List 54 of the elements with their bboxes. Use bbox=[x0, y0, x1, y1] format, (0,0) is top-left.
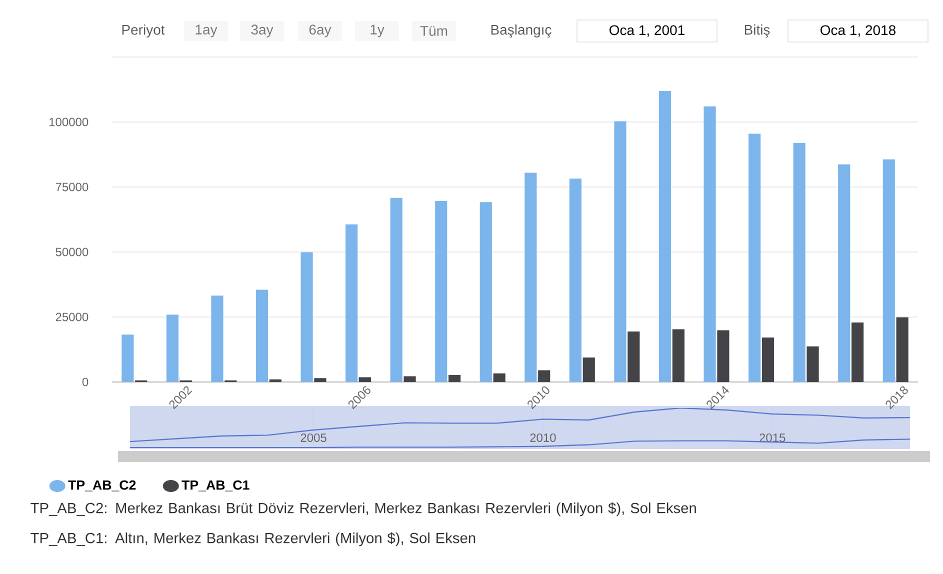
bar bbox=[614, 121, 626, 382]
bar bbox=[211, 296, 224, 382]
bar bbox=[658, 91, 672, 382]
y-tick-label: 50000 bbox=[56, 248, 88, 256]
bar bbox=[493, 373, 506, 382]
legend-label: TP_AB_C1 bbox=[182, 480, 250, 492]
bar bbox=[704, 106, 716, 382]
text: Tüm bbox=[420, 26, 448, 36]
bar bbox=[748, 134, 761, 382]
text: 6ay bbox=[309, 24, 332, 38]
text: Oca 1, 2018 bbox=[820, 25, 896, 37]
x-tick-label: 2005 bbox=[300, 433, 326, 442]
bar bbox=[448, 374, 461, 382]
text: TP_AB_C2: Merkez Bankası Brüt Döviz Rezervleri, Merkez Bankası Rezervleri (Milyon $), Sol Eksen bbox=[30, 502, 696, 516]
bar bbox=[852, 322, 864, 382]
text: Oca 1, 2001 bbox=[610, 25, 684, 37]
bar bbox=[122, 334, 134, 382]
bar bbox=[314, 378, 326, 382]
bar bbox=[896, 317, 908, 382]
y-tick-label: 75000 bbox=[56, 182, 88, 192]
y-tick-label: 100000 bbox=[50, 118, 88, 126]
bar bbox=[404, 376, 416, 382]
bar bbox=[806, 346, 819, 382]
bar bbox=[762, 338, 774, 382]
legend-label: TP_AB_C2 bbox=[68, 480, 136, 492]
text: TP_AB_C1: Altın, Merkez Bankası Rezervleri (Milyon $), Sol Eksen bbox=[30, 532, 476, 546]
bar bbox=[480, 202, 492, 382]
x-tick-label: 2010 bbox=[530, 433, 556, 442]
y-tick-label: 0 bbox=[82, 378, 88, 386]
text: Bitiş bbox=[744, 24, 770, 38]
bar bbox=[582, 358, 595, 382]
bar bbox=[538, 370, 550, 382]
bar bbox=[717, 330, 730, 382]
bar bbox=[524, 172, 537, 382]
bar bbox=[435, 201, 448, 382]
bar bbox=[346, 224, 358, 382]
bar bbox=[569, 178, 582, 382]
text: 1ay bbox=[196, 24, 218, 38]
text: 1y bbox=[370, 24, 384, 38]
bar bbox=[390, 198, 402, 382]
text: Periyot bbox=[122, 24, 165, 38]
bar bbox=[358, 377, 372, 382]
bar bbox=[838, 164, 850, 382]
bar bbox=[269, 379, 282, 382]
bar bbox=[166, 314, 178, 382]
bar bbox=[882, 159, 895, 382]
bar bbox=[256, 290, 268, 382]
text: 3ay bbox=[251, 24, 274, 38]
text: Başlangıç bbox=[491, 24, 552, 38]
bar bbox=[793, 143, 806, 382]
bar bbox=[300, 252, 313, 382]
bar bbox=[672, 329, 684, 382]
y-tick-label: 25000 bbox=[56, 312, 88, 322]
bar bbox=[628, 332, 640, 382]
